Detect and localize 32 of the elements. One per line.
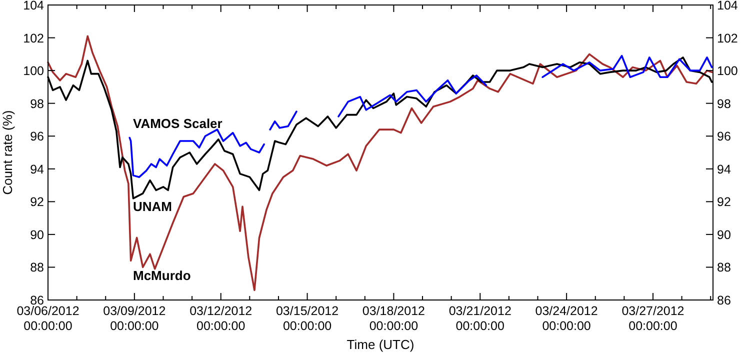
- y-axis-title: Count rate (%): [0, 110, 15, 195]
- y-tick-label: 94: [30, 162, 44, 176]
- y-tick-label: 92: [30, 195, 44, 210]
- x-tick-label: 03/15/2012 00:00:00: [276, 304, 339, 333]
- y2-tick-label: 90: [717, 228, 731, 242]
- y-tick-label: 88: [30, 260, 44, 275]
- y2-tick-label: 102: [717, 31, 738, 46]
- y2-tick-label: 92: [717, 195, 731, 210]
- y2-tick-label: 96: [717, 130, 731, 144]
- x-tick-label: 03/21/2012 00:00:00: [448, 304, 512, 333]
- y2-tick-label: 94: [717, 162, 731, 176]
- x-tick-label: 03/09/2012 00:00:00: [103, 304, 166, 333]
- series-label: McMurdo: [133, 268, 191, 283]
- y-tick-label: 100: [23, 64, 44, 78]
- x-tick-label: 03/12/2012 00:00:00: [190, 304, 252, 333]
- x-axis-title: Time (UTC): [346, 337, 414, 352]
- y-tick-label: 104: [23, 0, 44, 12]
- x-tick-label: 03/27/2012 00:00:00: [622, 304, 684, 333]
- y-tick-label: 98: [30, 96, 44, 111]
- y2-tick-label: 86: [717, 294, 731, 308]
- y2-tick-label: 88: [717, 260, 731, 275]
- series-label: UNAM: [133, 199, 172, 214]
- y-tick-label: 90: [30, 228, 44, 242]
- y2-tick-label: 104: [717, 0, 738, 12]
- x-tick-label: 03/24/2012 00:00:00: [535, 304, 598, 333]
- x-tick-label: 03/18/2012 00:00:00: [362, 304, 426, 333]
- line-series: [47, 35, 713, 292]
- y2-tick-label: 100: [717, 64, 738, 78]
- y-tick-label: 96: [30, 130, 44, 144]
- y-tick-label: 102: [23, 31, 44, 46]
- y2-tick-label: 98: [717, 96, 731, 111]
- series-label: VAMOS Scaler: [133, 116, 222, 131]
